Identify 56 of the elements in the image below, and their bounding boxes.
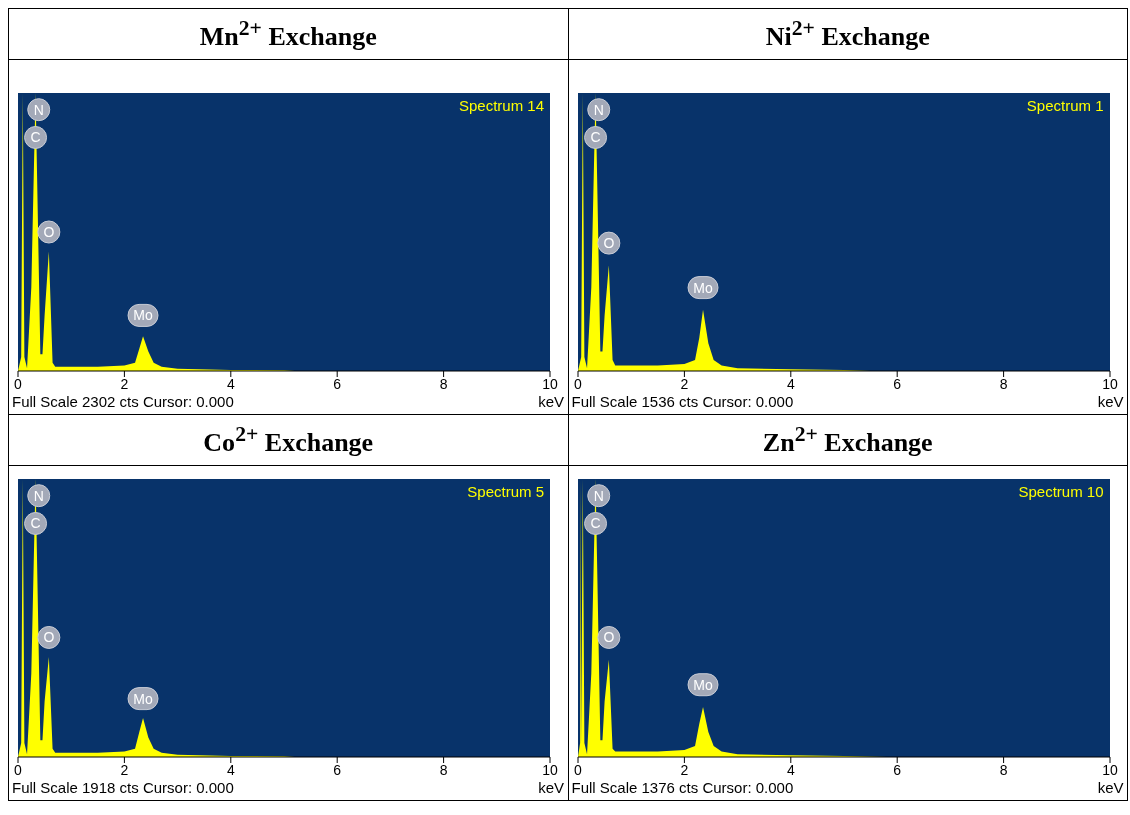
x-axis-title: keV [1097,779,1124,797]
x-tick-label: 8 [999,375,1008,392]
annotation: N [33,487,44,504]
chart-title: Mn$^{2+}$ Exchange [199,16,377,51]
annotation: Spectrum 14 [458,97,544,114]
annotation: C [30,129,41,146]
text: Full Scale 2302 cts Cursor: 0.000 [12,393,234,411]
text: Full Scale 1918 cts Cursor: 0.000 [12,779,234,797]
annotation: Spectrum 10 [1018,483,1104,500]
x-tick-label: 2 [680,375,688,392]
annotation: Mo [692,279,713,296]
x-tick-label: 6 [892,761,901,778]
annotation: Mo [133,690,153,707]
x-tick-label: 10 [1101,375,1118,392]
annotation: C [589,129,601,146]
x-tick-label: 4 [226,375,235,392]
annotation: N [593,101,604,118]
x-axis-title: keV [538,779,564,797]
text: Full Scale 1536 cts Cursor: 0.000 [571,393,794,411]
x-tick-label: 4 [226,761,235,778]
annotation: Mo [692,676,713,693]
x-tick-label: 6 [892,375,901,392]
annotation: O [602,629,614,646]
x-tick-label: 4 [786,375,795,392]
annotation: N [33,101,44,118]
x-axis-title: keV [1097,393,1124,411]
annotation: Spectrum 1 [1026,97,1104,114]
chart-title: Ni$^{2+}$ Exchange [765,16,930,51]
chart-title: Zn$^{2+}$ Exchange [762,422,933,457]
x-tick-label: 8 [999,761,1008,778]
x-tick-label: 6 [333,375,342,392]
annotation: N [593,487,604,504]
annotation: Spectrum 5 [467,483,544,500]
annotation: C [589,515,601,532]
x-tick-label: 4 [786,761,795,778]
x-tick-label: 0 [573,761,582,778]
x-axis-title: keV [538,393,564,411]
x-tick-label: 2 [120,761,129,778]
x-tick-label: 10 [542,375,558,392]
x-tick-label: 8 [439,375,448,392]
annotation: O [43,629,55,646]
x-tick-label: 2 [120,375,129,392]
x-tick-label: 6 [333,761,342,778]
text: Full Scale 1376 cts Cursor: 0.000 [571,779,794,797]
x-tick-label: 0 [14,761,23,778]
annotation: O [602,235,614,252]
annotation: Mo [133,307,153,324]
x-tick-label: 10 [1101,761,1118,778]
annotation: C [30,515,41,532]
x-tick-label: 10 [542,761,558,778]
x-tick-label: 0 [14,375,23,392]
chart-title: Co$^{2+}$ Exchange [203,422,374,457]
x-tick-label: 8 [439,761,448,778]
x-tick-label: 2 [680,761,688,778]
annotation: O [43,224,55,240]
x-tick-label: 0 [573,375,582,392]
